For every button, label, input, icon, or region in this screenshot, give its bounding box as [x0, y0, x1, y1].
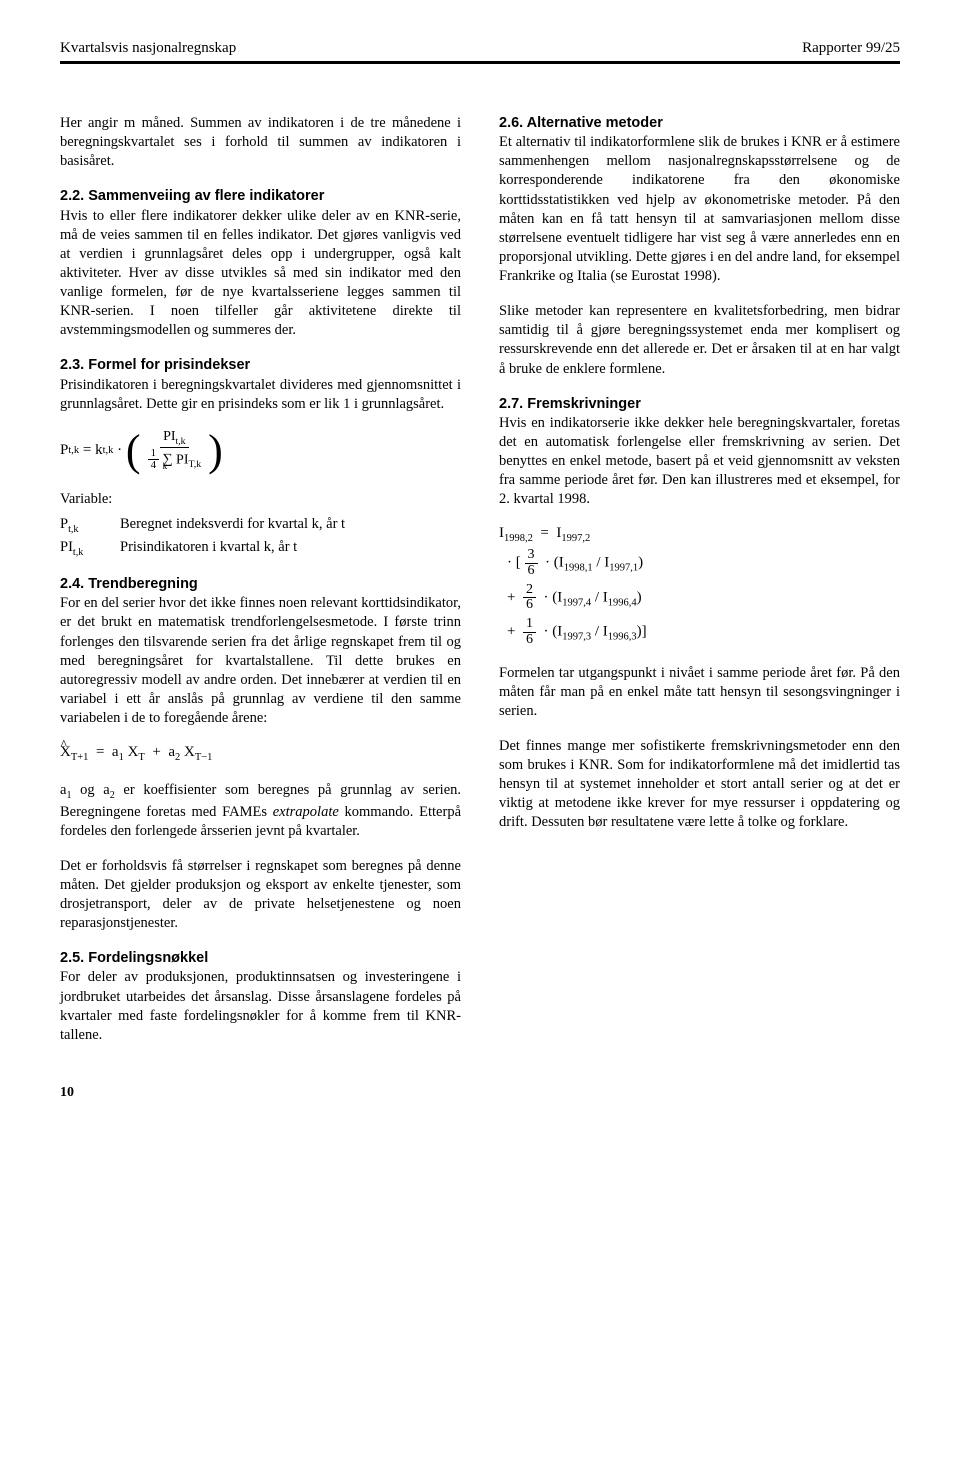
f1-P: P — [60, 442, 68, 459]
f1-den-PI: PI — [176, 452, 188, 467]
variable-list: Pt,k Beregnet indeksverdi for kvartal k,… — [60, 515, 461, 559]
f1-rparen: ) — [208, 433, 223, 468]
eq-dot3: · — [543, 624, 548, 640]
eq-s2: / — [595, 589, 599, 605]
eq-f3d: 6 — [523, 633, 536, 648]
f2-plus: + — [152, 744, 160, 760]
eq-t1as: 1998,1 — [564, 563, 593, 574]
eq-t2bs: 1996,4 — [608, 597, 637, 608]
f2-a2: a — [168, 744, 175, 760]
f2-Xsub: T+1 — [71, 752, 89, 763]
eq-f2n: 2 — [523, 583, 536, 599]
section-2-7-body: Hvis en indikatorserie ikke dekker hele … — [499, 415, 900, 508]
section-2-5-body: For deler av produksjonen, produktinnsat… — [60, 969, 461, 1042]
eq-rb: ] — [642, 624, 647, 640]
intro-para: Her angir m måned. Summen av indikatoren… — [60, 114, 461, 171]
section-2-2: 2.2. Sammenveiing av flere indikatorer H… — [60, 187, 461, 340]
eq-lb: [ — [516, 555, 521, 571]
section-2-6-p2: Slike metoder kan representere en kvalit… — [499, 302, 900, 379]
section-2-5: 2.5. Fordelingsnøkkel For deler av produ… — [60, 949, 461, 1045]
f1-num-PI: PI — [163, 429, 175, 444]
section-2-3: 2.3. Formel for prisindekser Prisindikat… — [60, 356, 461, 413]
page-header: Kvartalsvis nasjonalregnskap Rapporter 9… — [60, 40, 900, 64]
section-2-7-p3: Det finnes mange mer sofistikerte fremsk… — [499, 737, 900, 833]
section-2-2-body: Hvis to eller flere indikatorer dekker u… — [60, 208, 461, 339]
var-PI-desc: Prisindikatoren i kvartal k, år t — [120, 538, 461, 559]
var-PI-sym: PIt,k — [60, 538, 120, 559]
f2-XTsub: T — [138, 752, 144, 763]
f2-XTm1sub: T−1 — [195, 752, 213, 763]
header-left: Kvartalsvis nasjonalregnskap — [60, 40, 236, 57]
var-P-sym: Pt,k — [60, 515, 120, 536]
eq-l1-I1s: 1998,2 — [504, 533, 533, 544]
eq-f2d: 6 — [523, 598, 536, 613]
section-2-6-body: Et alternativ til indikatorformlene slik… — [499, 134, 900, 284]
f2-a2sub: 2 — [175, 752, 180, 763]
formula-projection: I1998,2 = I1997,2 · [ 36 · (I1998,1 / I1… — [499, 525, 900, 647]
eq-p2: + — [507, 624, 515, 640]
f2-a1: a — [112, 744, 119, 760]
section-2-6: 2.6. Alternative metoder Et alternativ t… — [499, 114, 900, 286]
f1-num-sub: t,k — [176, 436, 186, 447]
f1-P-sub: t,k — [68, 445, 79, 456]
section-2-7: 2.7. Fremskrivninger Hvis en indikatorse… — [499, 395, 900, 510]
left-column: Her angir m måned. Summen av indikatoren… — [60, 114, 461, 1045]
section-2-2-head: 2.2. Sammenveiing av flere indikatorer — [60, 188, 324, 204]
header-right: Rapporter 99/25 — [802, 40, 900, 57]
eq-t2as: 1997,4 — [562, 597, 591, 608]
page-number: 10 — [60, 1085, 900, 1101]
section-2-7-head: 2.7. Fremskrivninger — [499, 396, 641, 412]
formula-trend: ^XT+1 = a1 XT + a2 XT−1 — [60, 744, 461, 763]
f2-eq: = — [96, 744, 104, 760]
eq-t3as: 1997,3 — [562, 632, 591, 643]
f1-eq: = — [83, 442, 91, 459]
section-2-4: 2.4. Trendberegning For en del serier hv… — [60, 575, 461, 728]
section-2-6-head: 2.6. Alternative metoder — [499, 115, 663, 131]
eq-p1: + — [507, 589, 515, 605]
section-2-4-head: 2.4. Trendberegning — [60, 576, 198, 592]
f1-sum-sub: k — [163, 462, 168, 472]
eq-l1-I2s: 1997,2 — [561, 533, 590, 544]
section-2-5-head: 2.5. Fordelingsnøkkel — [60, 950, 208, 966]
right-column: 2.6. Alternative metoder Et alternativ t… — [499, 114, 900, 1045]
var-P-desc: Beregnet indeksverdi for kvartal k, år t — [120, 515, 461, 536]
eq-dot1: · — [545, 555, 550, 571]
f1-dot: · — [117, 442, 122, 459]
f2-XT: X — [128, 744, 139, 760]
f1-k-sub: t,k — [103, 445, 114, 456]
f1-den-4: 4 — [148, 460, 160, 472]
f2-a1sub: 1 — [119, 752, 124, 763]
eq-dot2: · — [543, 589, 548, 605]
eq-l1-eq: = — [540, 525, 548, 541]
section-2-3-head: 2.3. Formel for prisindekser — [60, 357, 250, 373]
eq-f1n: 3 — [525, 548, 538, 564]
eq-t1bs: 1997,1 — [609, 563, 638, 574]
eq-f3n: 1 — [523, 617, 536, 633]
eq-t3bs: 1996,3 — [608, 632, 637, 643]
f1-lparen: ( — [126, 433, 141, 468]
f1-k: k — [95, 442, 103, 459]
eq-s1: / — [596, 555, 600, 571]
section-2-3-body: Prisindikatoren i beregningskvartalet di… — [60, 377, 461, 412]
section-2-4-p3: Det er forholdsvis få størrelser i regns… — [60, 857, 461, 934]
eq-f1d: 6 — [525, 564, 538, 579]
f2-hat: ^ — [61, 737, 67, 753]
section-2-4-p2: a1 og a2 er koeffisienter som beregnes p… — [60, 781, 461, 841]
f2-XTm1: X — [184, 744, 195, 760]
f1-den-PI-sub: T,k — [189, 459, 202, 470]
section-2-7-p2: Formelen tar utgangspunkt i nivået i sam… — [499, 664, 900, 721]
eq-s3: / — [595, 624, 599, 640]
variable-label: Variable: — [60, 490, 461, 509]
formula-price-index: Pt,k = kt,k · ( PIt,k 1 — [60, 430, 461, 472]
eq-dot: · — [507, 555, 512, 571]
section-2-4-body: For en del serier hvor det ikke finnes n… — [60, 595, 461, 726]
